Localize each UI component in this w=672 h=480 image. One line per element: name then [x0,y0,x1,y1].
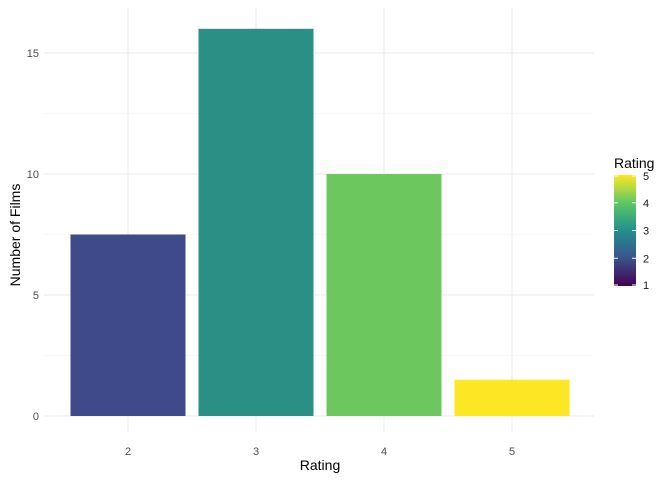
bar-rating-3 [198,28,314,417]
legend-title: Rating [614,155,654,171]
x-tick-label: 2 [125,446,131,458]
legend-tick-label: 4 [643,198,649,210]
y-tick-label: 5 [33,290,39,302]
x-axis-ticks: 2 3 4 5 [125,446,515,458]
x-tick-label: 5 [509,446,515,458]
bar-rating-4 [326,174,442,416]
legend-colorbar [614,175,636,286]
legend-tick-label: 3 [643,226,649,238]
y-tick-label: 10 [27,169,39,181]
bar-rating-5 [454,379,570,416]
x-tick-label: 3 [253,446,259,458]
legend-tick-label: 5 [643,171,649,183]
y-tick-label: 0 [33,411,39,423]
legend-tick-label: 1 [643,280,649,292]
x-tick-label: 4 [381,446,387,458]
legend-ticks: 1 2 3 4 5 [614,171,649,292]
legend-tick-label: 2 [643,253,649,265]
y-tick-label: 15 [27,48,39,60]
bars [70,28,570,417]
y-axis-title: Number of Films [7,184,23,287]
y-axis-ticks: 0 5 10 15 [27,48,39,423]
bar-rating-2 [70,234,186,416]
x-axis-title: Rating [300,457,340,473]
legend: Rating 1 2 3 4 5 [614,155,654,292]
